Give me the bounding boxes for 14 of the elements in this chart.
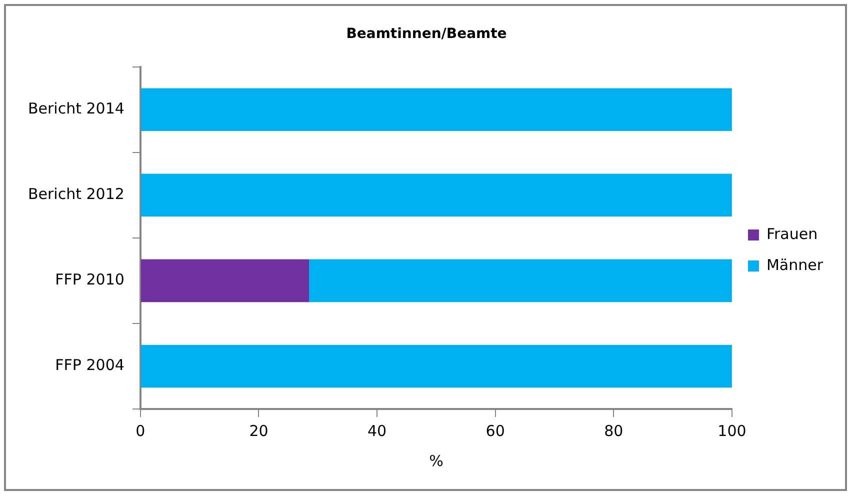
y-tick-label: FFP 2010 [55,270,124,289]
x-tick-label: 60 [486,422,505,440]
x-tick-label: 100 [718,422,746,440]
legend-label: Männer [766,256,824,274]
x-tick-label: 0 [136,422,146,440]
legend-label: Frauen [766,224,818,243]
x-tick-label: 80 [604,422,624,440]
y-tick-label: FFP 2004 [55,356,124,374]
x-tick-label: 20 [249,422,268,440]
x-tick-label: 40 [367,422,387,440]
x-axis-title: % [429,452,444,470]
y-tick-label: Bericht 2012 [28,185,124,204]
y-tick-label: Bericht 2014 [28,99,124,118]
chart-title: Beamtinnen/Beamte [346,26,507,42]
